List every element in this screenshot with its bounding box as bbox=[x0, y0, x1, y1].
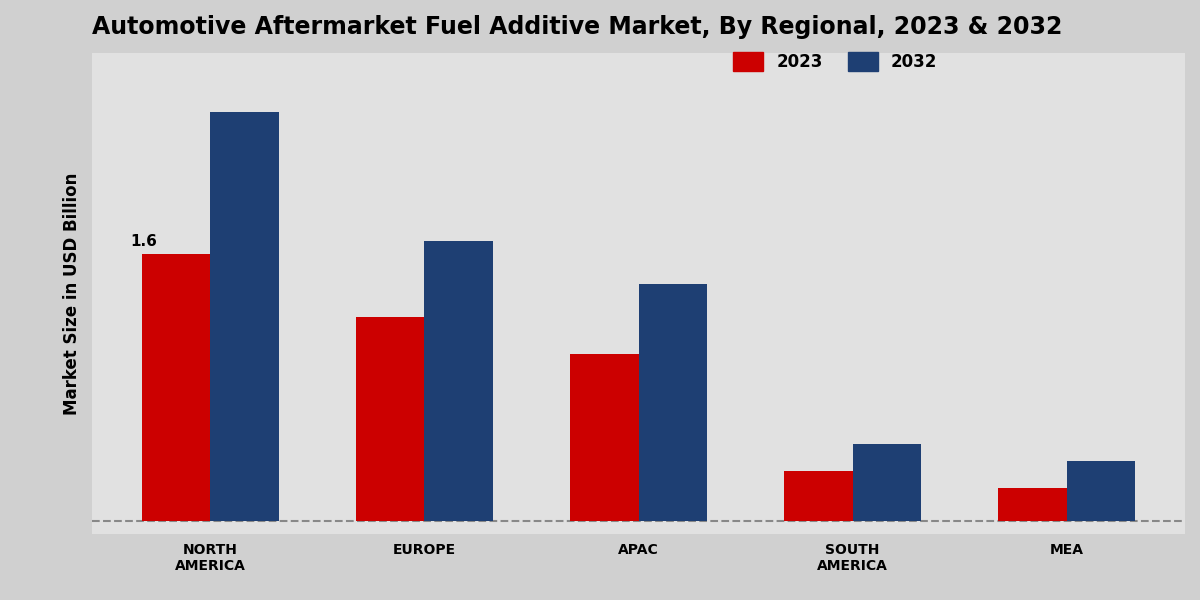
Bar bbox=[1067, 461, 1135, 521]
Text: 1.6: 1.6 bbox=[131, 234, 157, 249]
Bar bbox=[853, 444, 922, 521]
Bar bbox=[998, 488, 1067, 521]
Bar bbox=[784, 471, 853, 521]
Text: Automotive Aftermarket Fuel Additive Market, By Regional, 2023 & 2032: Automotive Aftermarket Fuel Additive Mar… bbox=[92, 15, 1062, 39]
Bar bbox=[142, 254, 210, 521]
Bar bbox=[638, 284, 707, 521]
Y-axis label: Market Size in USD Billion: Market Size in USD Billion bbox=[62, 173, 82, 415]
Bar bbox=[425, 241, 493, 521]
Bar bbox=[570, 354, 638, 521]
Legend: 2023, 2032: 2023, 2032 bbox=[733, 52, 937, 71]
Bar bbox=[210, 112, 278, 521]
Bar bbox=[356, 317, 425, 521]
